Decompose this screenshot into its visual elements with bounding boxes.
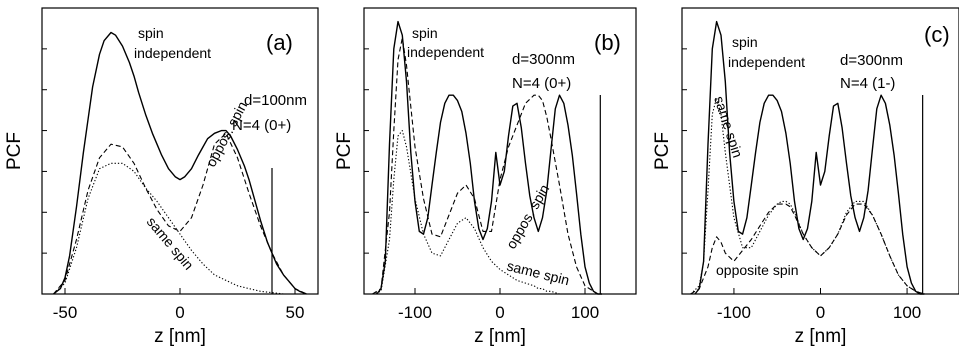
series-solid-line: [53, 31, 307, 295]
param-state: N=4 (1-): [840, 75, 895, 92]
curves: [372, 20, 602, 295]
series-dotted-line: [53, 162, 307, 295]
label-same-spin: same spin: [505, 257, 571, 288]
x-tick-label: 50: [286, 303, 305, 322]
y-axis-label: PCF: [652, 132, 673, 170]
label-oppos-spin: oppos. spin: [503, 181, 553, 251]
plot-frame: [681, 7, 959, 295]
x-tick-label: 100: [571, 303, 599, 322]
x-tick-label: -50: [53, 303, 78, 322]
param-distance: d=100nm: [244, 92, 307, 109]
curves: [690, 20, 925, 295]
x-tick-label: 0: [495, 303, 504, 322]
series-dashed-line: [372, 37, 602, 295]
y-ticks: [364, 7, 369, 295]
label-spin-independent-1: spin: [138, 25, 164, 41]
param-state: N=4 (0+): [512, 75, 571, 92]
x-tick-label: 0: [175, 303, 184, 322]
panel-label: (c): [924, 22, 950, 47]
series-solid-line: [694, 20, 925, 295]
series-dotted-line: [372, 130, 602, 295]
x-axis-label: z [nm]: [154, 326, 206, 347]
curves: [53, 31, 307, 295]
x-axis-label: z [nm]: [795, 326, 847, 347]
panel-label: (b): [594, 30, 621, 55]
param-distance: d=300nm: [840, 52, 903, 69]
param-distance: d=300nm: [512, 51, 575, 68]
series-dashed-line: [690, 203, 925, 295]
label-spin-independent-1: spin: [412, 25, 438, 41]
y-axis-label: PCF: [334, 132, 355, 170]
param-state: N=4 (0+): [232, 117, 291, 134]
y-axis-label: PCF: [4, 132, 25, 170]
label-spin-independent-2: independent: [134, 45, 211, 61]
panel-a: -50 0 50 (a) PCF z [nm] d=100nm N=4 (0+) s…: [4, 7, 319, 347]
label-oppos-spin: oppos. spin: [203, 99, 251, 170]
panel-b: -100 0 100 (b) PCF z [nm] d=300nm N=4 (0+)…: [334, 7, 637, 347]
series-solid-line: [376, 20, 602, 295]
x-tick-label: 0: [816, 303, 825, 322]
label-spin-independent-1: spin: [732, 34, 758, 50]
label-spin-independent-2: independent: [407, 44, 484, 60]
y-ticks: [682, 7, 687, 295]
x-tick-label: 100: [893, 303, 921, 322]
y-ticks: [42, 7, 47, 295]
x-ticks: -100 0 100: [717, 288, 921, 322]
series-dashed-line: [53, 132, 307, 295]
label-same-spin: same spin: [144, 214, 197, 273]
x-ticks: -50 0 50: [53, 288, 305, 322]
x-axis-label: z [nm]: [474, 326, 526, 347]
panel-label: (a): [266, 30, 293, 55]
x-tick-label: -100: [398, 303, 432, 322]
x-tick-label: -100: [717, 303, 751, 322]
label-spin-independent-2: independent: [728, 54, 805, 70]
panel-c: -100 0 100 (c) PCF z [nm] d=300nm N=4 (1-)…: [652, 7, 959, 347]
x-ticks: -100 0 100: [398, 288, 599, 322]
label-opposite-spin: opposite spin: [716, 262, 799, 278]
label-same-spin: same spin: [711, 94, 746, 160]
